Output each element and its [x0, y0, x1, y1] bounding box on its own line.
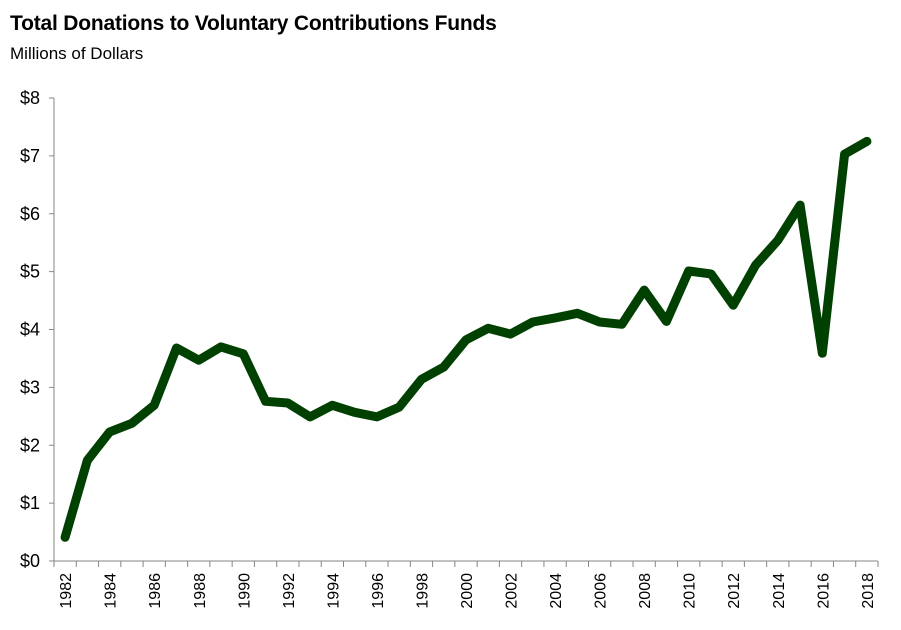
data-point	[198, 359, 200, 361]
y-tick-label: $2	[20, 435, 40, 455]
data-point	[710, 273, 712, 275]
y-tick-label: $4	[20, 320, 40, 340]
x-tick-label: 1988	[192, 573, 209, 609]
x-tick-label: 1984	[103, 573, 120, 609]
data-point	[242, 353, 244, 355]
data-point	[532, 321, 534, 323]
data-point	[688, 270, 690, 272]
x-tick-label: 1994	[325, 573, 342, 609]
data-point	[844, 153, 846, 155]
data-point	[443, 366, 445, 368]
x-tick-label: 2010	[682, 573, 699, 609]
y-tick-label: $5	[20, 262, 40, 282]
x-tick-label: 2012	[726, 573, 743, 609]
data-point	[86, 459, 88, 461]
data-point	[576, 312, 578, 314]
data-point	[643, 289, 645, 291]
x-tick-label: 1982	[58, 573, 75, 609]
x-tick-label: 2016	[815, 573, 832, 609]
data-point	[398, 406, 400, 408]
axes	[53, 98, 878, 562]
y-tick-label: $8	[20, 88, 40, 108]
data-point	[331, 404, 333, 406]
data-point	[510, 333, 512, 335]
x-tick-label: 2014	[771, 573, 788, 609]
y-tick-label: $0	[20, 551, 40, 571]
data-point	[175, 347, 177, 349]
data-point	[487, 327, 489, 329]
data-point	[64, 536, 66, 538]
y-tick-label: $7	[20, 146, 40, 166]
y-tick-label: $3	[20, 377, 40, 397]
x-tick-label: 2018	[860, 573, 877, 609]
data-point	[777, 239, 779, 241]
x-tick-label: 2004	[548, 573, 565, 609]
series-line	[60, 136, 872, 542]
series-layer	[60, 136, 872, 542]
x-tick-label: 2002	[504, 573, 521, 609]
x-tick-label: 2000	[459, 573, 476, 609]
data-point	[265, 400, 267, 402]
y-tick-label: $1	[20, 493, 40, 513]
x-tick-label: 2008	[637, 573, 654, 609]
data-point	[665, 320, 667, 322]
data-point	[732, 304, 734, 306]
data-point	[220, 346, 222, 348]
x-tick-label: 1992	[281, 573, 298, 609]
data-point	[376, 416, 378, 418]
data-point	[755, 264, 757, 266]
x-tick-label: 1996	[370, 573, 387, 609]
data-point	[420, 378, 422, 380]
data-point	[465, 339, 467, 341]
data-point	[153, 404, 155, 406]
x-tick-label: 1986	[147, 573, 164, 609]
data-point	[866, 140, 868, 142]
data-point	[354, 411, 356, 413]
data-point	[309, 416, 311, 418]
x-tick-label: 1990	[236, 573, 253, 609]
data-point	[554, 317, 556, 319]
data-point	[599, 321, 601, 323]
data-point	[131, 422, 133, 424]
data-point	[109, 431, 111, 433]
x-tick-label: 1998	[414, 573, 431, 609]
data-point	[287, 402, 289, 404]
y-axis-ticks: $0 $1 $2 $3 $4 $5 $6 $7 $8	[20, 88, 54, 571]
y-tick-label: $6	[20, 204, 40, 224]
chart-subtitle: Millions of Dollars	[10, 44, 144, 63]
data-point	[799, 204, 801, 206]
chart-title: Total Donations to Voluntary Contributio…	[10, 12, 497, 35]
x-tick-label: 2006	[593, 573, 610, 609]
data-point	[621, 323, 623, 325]
x-axis-ticks: 1982 1984 1986 1988 1990 1992 1994 1996 1998 2000…	[53, 561, 879, 609]
data-point	[821, 352, 823, 354]
